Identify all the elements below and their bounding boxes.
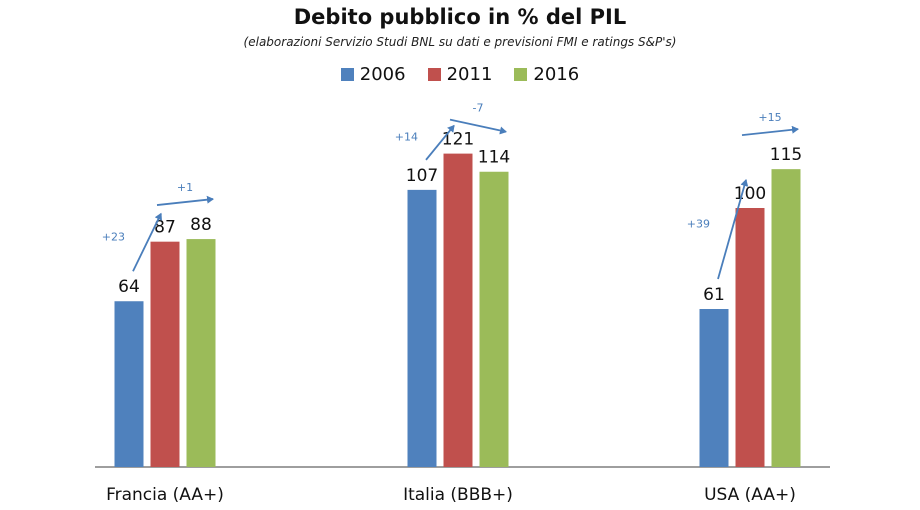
data-label: 88 — [190, 215, 212, 235]
legend: 2006 2011 2016 — [0, 64, 920, 85]
bar-2016-2 — [771, 169, 801, 467]
change-arrow — [425, 124, 455, 161]
category-label: USA (AA+) — [704, 485, 796, 505]
legend-label: 2011 — [446, 64, 493, 85]
data-label: 61 — [703, 285, 725, 305]
change-arrow — [717, 179, 749, 280]
bar-2006-2 — [699, 309, 729, 467]
change-label: +23 — [102, 230, 125, 243]
data-label: 115 — [770, 145, 802, 165]
bar-2011-0 — [150, 241, 180, 467]
legend-swatch — [514, 68, 528, 81]
change-label: +14 — [395, 131, 418, 144]
data-label: 87 — [154, 218, 176, 238]
change-arrow — [449, 118, 507, 135]
bar-2016-1 — [479, 171, 509, 468]
chart-subtitle: (elaborazioni Servizio Studi BNL su dati… — [243, 35, 677, 49]
data-label: 64 — [118, 277, 140, 297]
change-label: +1 — [177, 181, 193, 194]
category-label: Francia (AA+) — [106, 485, 224, 505]
change-label: +15 — [758, 111, 781, 124]
legend-label: 2016 — [533, 64, 580, 85]
change-arrow — [132, 212, 162, 272]
chart-title: Debito pubblico in % del PIL — [293, 5, 627, 29]
legend-item-2006: 2006 — [340, 64, 406, 85]
bar-2016-0 — [186, 239, 216, 467]
change-arrow — [156, 195, 214, 206]
change-label: +39 — [687, 218, 710, 231]
legend-item-2011: 2011 — [427, 64, 493, 85]
change-arrow — [741, 125, 799, 137]
data-label: 107 — [406, 166, 438, 186]
bar-2006-1 — [407, 189, 437, 467]
bar-2006-0 — [114, 301, 144, 467]
category-label: Italia (BBB+) — [403, 485, 513, 505]
legend-swatch — [427, 68, 441, 81]
legend-item-2016: 2016 — [514, 64, 579, 85]
data-label: 114 — [478, 148, 510, 168]
bar-2011-1 — [443, 153, 473, 468]
legend-swatch — [340, 68, 354, 81]
data-label: 121 — [442, 130, 474, 150]
data-label: 100 — [734, 184, 766, 204]
legend-label: 2006 — [359, 64, 406, 85]
bar-2011-2 — [735, 208, 765, 467]
change-label: -7 — [473, 102, 484, 115]
